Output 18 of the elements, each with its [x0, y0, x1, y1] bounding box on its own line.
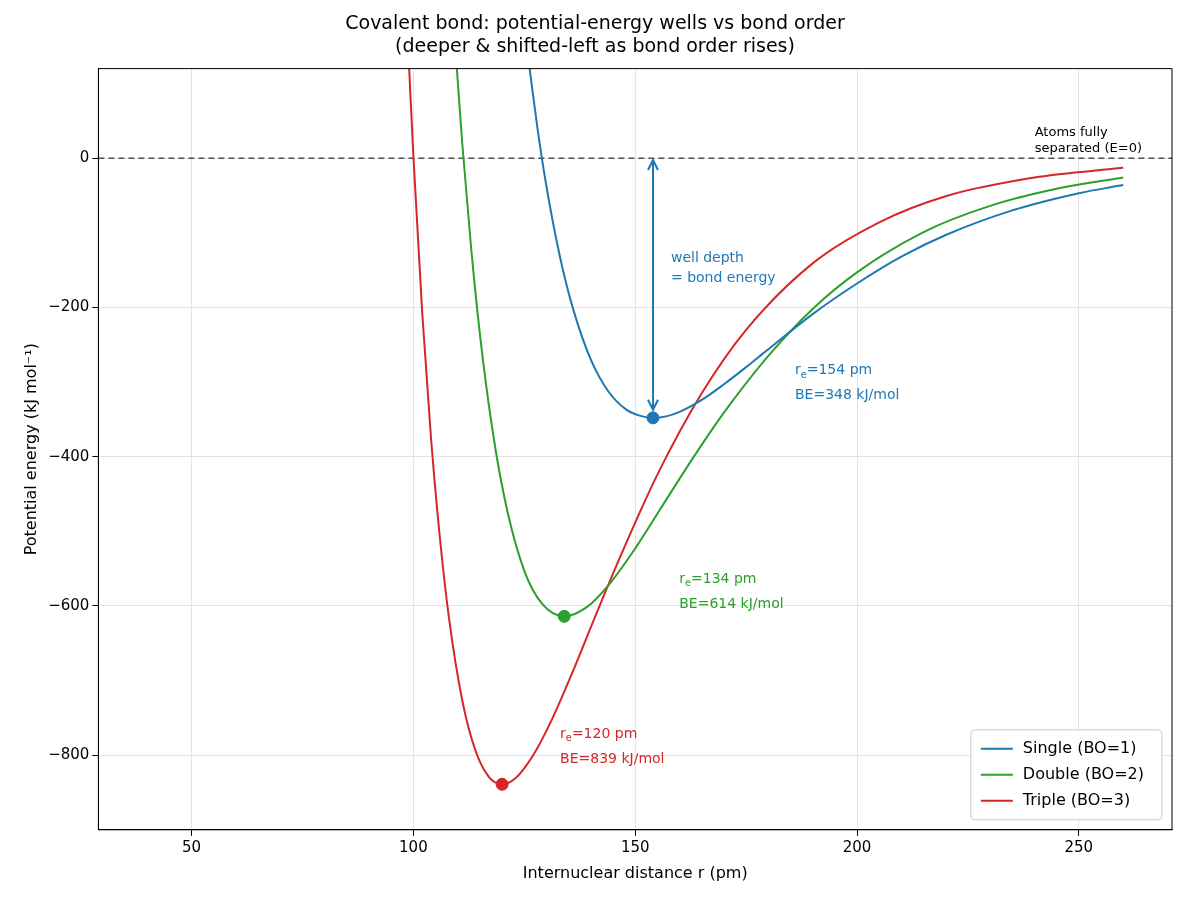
ref-line-label: Atoms fully separated (E=0): [1034, 124, 1143, 156]
y-tick-label: −400: [48, 446, 90, 465]
y-tick-label: −600: [48, 595, 90, 614]
x-axis-title: Internuclear distance r (pm): [522, 862, 748, 882]
x-tick-label: 150: [620, 837, 650, 856]
y-tick-label: −800: [48, 745, 90, 764]
legend-label: Triple (BO=3): [1021, 789, 1131, 809]
x-tick-label: 50: [182, 837, 202, 856]
legend-label: Single (BO=1): [1022, 737, 1137, 757]
chart-title: Covalent bond: potential-energy wells vs bond order (deeper & shifted-left as bond order rises): [345, 11, 845, 57]
x-tick-label: 250: [1064, 837, 1094, 856]
y-tick-label: 0: [79, 148, 90, 167]
legend-label: Double (BO=2): [1022, 763, 1144, 783]
x-tick-label: 200: [842, 837, 872, 856]
x-tick-label: 100: [399, 837, 428, 856]
annotation: well depth = bond energy: [670, 248, 776, 285]
y-axis-title: Potential energy (kJ mol⁻¹): [20, 343, 40, 556]
y-tick-label: −200: [48, 297, 90, 316]
